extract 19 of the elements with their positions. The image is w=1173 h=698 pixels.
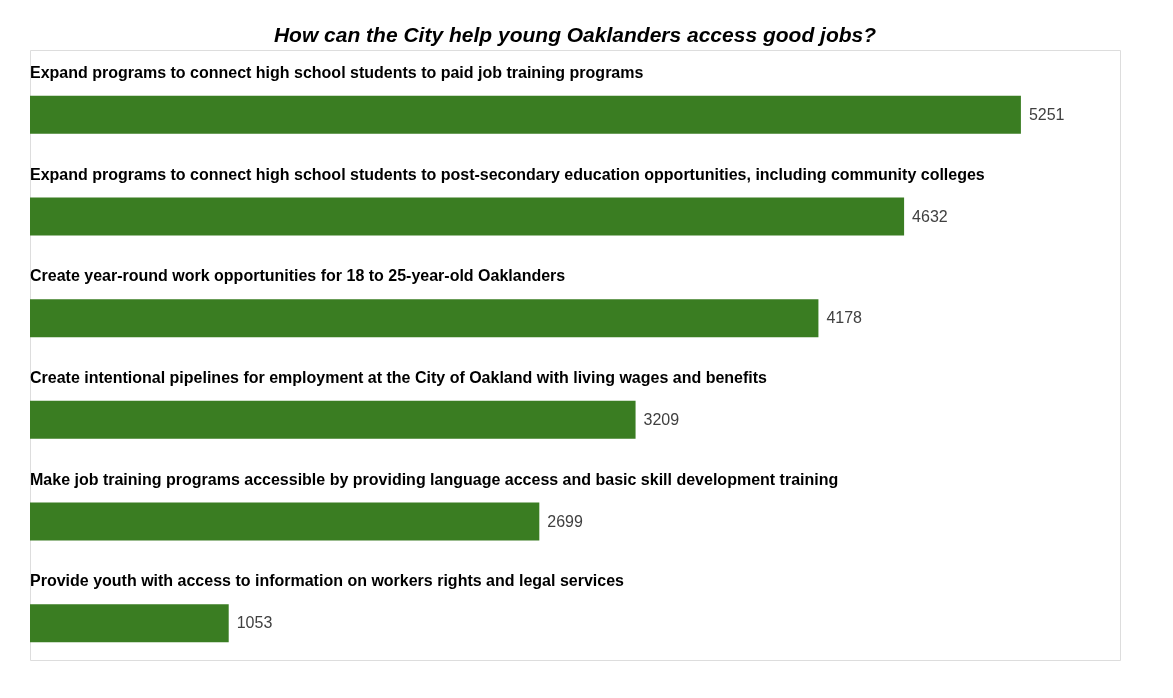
y-tick-label: Expand programs to connect high school students to paid job training programs: [30, 63, 644, 81]
y-tick-label: Provide youth with access to information on workers rights and legal services: [30, 572, 625, 590]
data-label: 1053: [236, 614, 273, 632]
y-tick-label: Expand programs to connect high school students to post-secondary education opportunities, including community colleges: [30, 165, 985, 183]
data-label: 4632: [912, 207, 948, 225]
bar: [30, 604, 229, 643]
chart-title: How can the City help young Oaklanders access good jobs?: [273, 23, 877, 46]
bar: [30, 197, 905, 236]
y-tick-label: Make job training programs accessible by providing language access and basic skill development training: [30, 470, 839, 488]
y-tick-label: Create year-round work opportunities for 18 to 25-year-old Oaklanders: [30, 267, 566, 285]
y-tick-label: Create intentional pipelines for employment at the City of Oakland with living wages and benefits: [30, 368, 768, 386]
bar: [30, 400, 636, 439]
data-label: 4178: [826, 309, 863, 327]
bar: [30, 502, 540, 541]
data-label: 2699: [547, 512, 584, 530]
bar: [30, 95, 1021, 134]
bar: [30, 299, 819, 338]
data-label: 3209: [643, 410, 680, 428]
data-label: 5251: [1028, 105, 1065, 123]
